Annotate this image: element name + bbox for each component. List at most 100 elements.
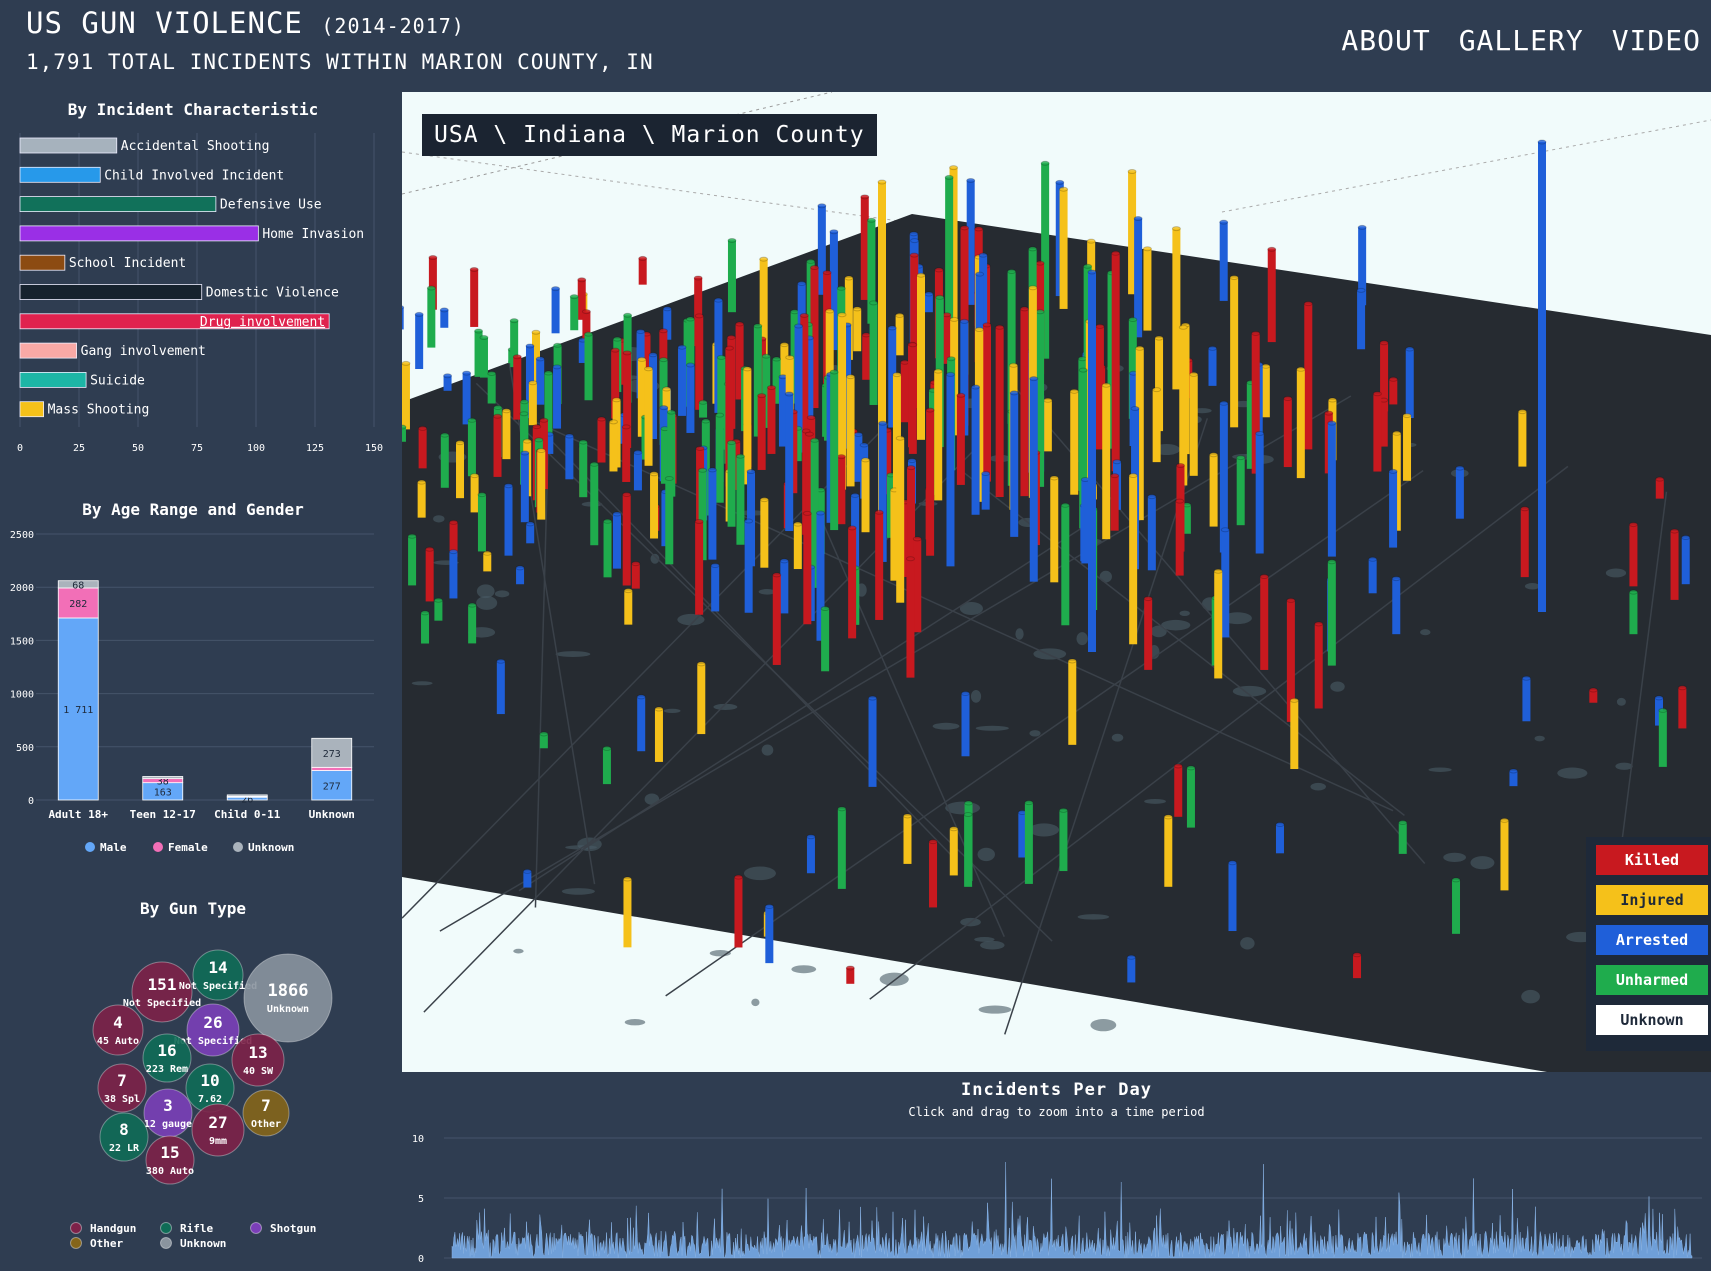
incident-column[interactable] bbox=[496, 658, 506, 715]
ag-bar-segment[interactable] bbox=[57, 617, 99, 801]
incident-column[interactable] bbox=[1029, 376, 1039, 582]
incident-column[interactable] bbox=[1372, 391, 1382, 472]
incident-column[interactable] bbox=[1111, 250, 1121, 472]
incident-column[interactable] bbox=[467, 417, 477, 477]
incident-column[interactable] bbox=[1186, 765, 1196, 828]
incident-column[interactable] bbox=[1379, 340, 1389, 412]
ic-bar[interactable] bbox=[19, 313, 330, 330]
incident-column[interactable] bbox=[487, 370, 497, 404]
incident-column[interactable] bbox=[837, 312, 847, 490]
incident-column[interactable] bbox=[916, 272, 926, 440]
incident-column[interactable] bbox=[474, 328, 484, 377]
incident-column[interactable] bbox=[733, 874, 743, 948]
incident-column[interactable] bbox=[759, 497, 769, 568]
incident-column[interactable] bbox=[425, 546, 435, 602]
ag-bar-segment[interactable] bbox=[311, 766, 353, 771]
ic-bar[interactable] bbox=[19, 196, 217, 212]
incident-column[interactable] bbox=[501, 408, 511, 460]
incident-column[interactable] bbox=[900, 359, 910, 423]
incident-column[interactable] bbox=[1251, 330, 1261, 474]
incident-column[interactable] bbox=[761, 353, 771, 428]
incident-column[interactable] bbox=[1019, 306, 1029, 497]
incident-column[interactable] bbox=[694, 518, 704, 615]
incident-column[interactable] bbox=[845, 965, 855, 984]
ag-legend-label[interactable]: Male bbox=[100, 841, 127, 854]
incident-column[interactable] bbox=[428, 255, 438, 310]
gun-type-legend-label[interactable]: Shotgun bbox=[270, 1222, 316, 1235]
nav-video-link[interactable]: VIDEO bbox=[1611, 24, 1701, 57]
incident-column[interactable] bbox=[1024, 800, 1034, 884]
incident-column[interactable] bbox=[742, 366, 752, 485]
ic-bar[interactable] bbox=[19, 342, 78, 359]
incident-column[interactable] bbox=[1067, 658, 1077, 745]
incident-column[interactable] bbox=[757, 393, 767, 470]
incident-column[interactable] bbox=[868, 695, 878, 787]
ic-bar[interactable] bbox=[19, 401, 45, 418]
incident-column[interactable] bbox=[1189, 371, 1199, 476]
ag-bar-segment[interactable] bbox=[142, 776, 184, 780]
incident-column[interactable] bbox=[1126, 954, 1136, 983]
ag-bar-segment[interactable] bbox=[311, 737, 353, 768]
incident-column[interactable] bbox=[1261, 363, 1271, 418]
gun-type-bubble[interactable]: 3 12 gauge bbox=[143, 1088, 193, 1138]
gun-type-bubble[interactable]: 15 380 Auto bbox=[145, 1135, 195, 1185]
incident-column[interactable] bbox=[1229, 275, 1239, 428]
incident-column[interactable] bbox=[966, 177, 976, 305]
incident-column[interactable] bbox=[1040, 160, 1050, 359]
incident-column[interactable] bbox=[1499, 817, 1509, 891]
incident-column[interactable] bbox=[610, 347, 620, 419]
incident-column[interactable] bbox=[1455, 465, 1465, 519]
incident-column[interactable] bbox=[525, 521, 535, 544]
incident-column[interactable] bbox=[608, 419, 618, 472]
incident-column[interactable] bbox=[1628, 589, 1638, 635]
incident-column[interactable] bbox=[1078, 367, 1088, 529]
incident-column[interactable] bbox=[944, 174, 954, 349]
incident-column[interactable] bbox=[1521, 675, 1531, 722]
ag-legend-label[interactable]: Female bbox=[168, 841, 208, 854]
incident-column[interactable] bbox=[597, 416, 607, 463]
ic-bar[interactable] bbox=[19, 254, 66, 271]
incident-column[interactable] bbox=[1049, 475, 1059, 583]
incident-column[interactable] bbox=[535, 356, 545, 405]
incident-column[interactable] bbox=[1517, 409, 1527, 467]
gun-type-bubble[interactable]: 7 Other bbox=[242, 1089, 290, 1137]
incident-column[interactable] bbox=[744, 518, 754, 613]
incident-column[interactable] bbox=[1095, 323, 1105, 450]
incident-column[interactable] bbox=[479, 334, 489, 378]
incident-column[interactable] bbox=[685, 362, 695, 433]
legend-killed[interactable]: Killed bbox=[1596, 845, 1708, 875]
incident-column[interactable] bbox=[724, 345, 734, 487]
incident-column[interactable] bbox=[693, 275, 703, 347]
incident-column[interactable] bbox=[746, 468, 756, 567]
gun-type-bubble[interactable]: 4 45 Auto bbox=[92, 1004, 144, 1056]
incident-column[interactable] bbox=[1296, 366, 1306, 479]
incident-column[interactable] bbox=[528, 380, 538, 426]
incident-column[interactable] bbox=[677, 344, 687, 416]
incident-column[interactable] bbox=[1388, 468, 1398, 548]
incident-column[interactable] bbox=[1451, 877, 1461, 934]
incident-column[interactable] bbox=[577, 277, 587, 320]
incident-column[interactable] bbox=[844, 275, 854, 360]
incident-column[interactable] bbox=[1143, 596, 1153, 670]
incident-column[interactable] bbox=[852, 306, 862, 352]
incident-column[interactable] bbox=[809, 265, 819, 409]
incident-column[interactable] bbox=[727, 237, 737, 313]
incident-column[interactable] bbox=[860, 194, 870, 300]
gun-type-legend-label[interactable]: Rifle bbox=[180, 1222, 213, 1235]
incident-column[interactable] bbox=[1178, 324, 1188, 486]
incident-column[interactable] bbox=[402, 305, 405, 330]
incident-column[interactable] bbox=[949, 165, 959, 322]
incident-column[interactable] bbox=[622, 491, 632, 586]
gun-type-bubble[interactable]: 13 40 SW bbox=[231, 1033, 285, 1087]
incident-column[interactable] bbox=[662, 306, 672, 340]
incident-column[interactable] bbox=[504, 483, 514, 556]
incident-column[interactable] bbox=[1007, 268, 1017, 424]
nav-gallery-link[interactable]: GALLERY bbox=[1458, 24, 1584, 57]
incident-column[interactable] bbox=[420, 610, 430, 644]
incident-column[interactable] bbox=[710, 562, 720, 612]
incident-column[interactable] bbox=[1520, 506, 1530, 578]
incident-column[interactable] bbox=[622, 876, 632, 948]
incident-column[interactable] bbox=[417, 479, 427, 518]
ag-bar-segment[interactable] bbox=[57, 587, 99, 619]
ipd-area[interactable] bbox=[451, 1161, 1693, 1259]
